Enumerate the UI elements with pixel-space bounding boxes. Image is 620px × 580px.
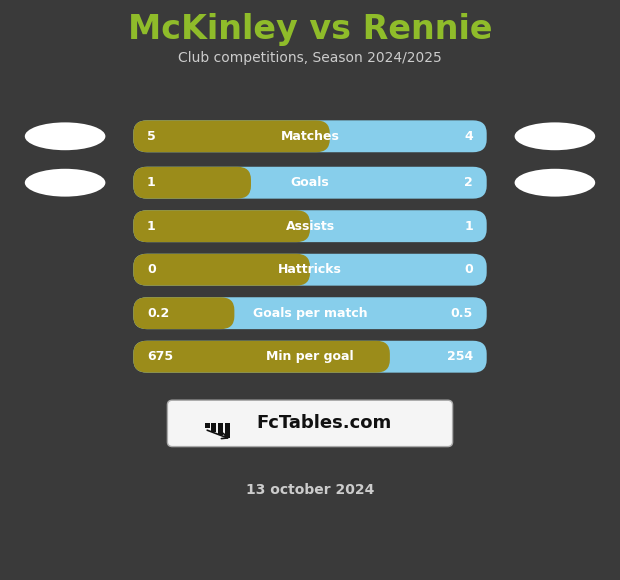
- Text: Assists: Assists: [285, 220, 335, 233]
- FancyBboxPatch shape: [133, 341, 390, 373]
- FancyBboxPatch shape: [225, 423, 230, 438]
- Text: Hattricks: Hattricks: [278, 263, 342, 276]
- FancyBboxPatch shape: [218, 423, 223, 435]
- FancyBboxPatch shape: [133, 120, 330, 152]
- Text: 1: 1: [464, 220, 473, 233]
- FancyBboxPatch shape: [133, 253, 487, 285]
- Text: 13 october 2024: 13 october 2024: [246, 483, 374, 497]
- Text: 254: 254: [447, 350, 473, 363]
- FancyBboxPatch shape: [211, 423, 216, 432]
- Text: 0.5: 0.5: [451, 307, 473, 320]
- FancyBboxPatch shape: [133, 210, 487, 242]
- FancyBboxPatch shape: [133, 210, 310, 242]
- Text: 0: 0: [464, 263, 473, 276]
- Text: 675: 675: [147, 350, 173, 363]
- Text: Goals per match: Goals per match: [253, 307, 367, 320]
- FancyBboxPatch shape: [133, 341, 487, 373]
- Text: 0.2: 0.2: [147, 307, 169, 320]
- FancyBboxPatch shape: [167, 400, 453, 447]
- Text: 2: 2: [464, 176, 473, 189]
- Text: FcTables.com: FcTables.com: [257, 414, 392, 433]
- Text: Min per goal: Min per goal: [266, 350, 354, 363]
- FancyBboxPatch shape: [133, 297, 487, 329]
- FancyBboxPatch shape: [133, 253, 310, 285]
- FancyBboxPatch shape: [133, 166, 251, 198]
- FancyBboxPatch shape: [205, 423, 210, 428]
- Text: McKinley vs Rennie: McKinley vs Rennie: [128, 13, 492, 45]
- Text: 0: 0: [147, 263, 156, 276]
- Text: Goals: Goals: [291, 176, 329, 189]
- FancyBboxPatch shape: [133, 166, 487, 198]
- Ellipse shape: [25, 122, 105, 150]
- Text: Matches: Matches: [281, 130, 339, 143]
- Ellipse shape: [25, 169, 105, 197]
- FancyBboxPatch shape: [133, 120, 487, 152]
- Ellipse shape: [515, 169, 595, 197]
- Text: Club competitions, Season 2024/2025: Club competitions, Season 2024/2025: [178, 51, 442, 65]
- Ellipse shape: [515, 122, 595, 150]
- Text: 5: 5: [147, 130, 156, 143]
- Text: 1: 1: [147, 220, 156, 233]
- Text: 4: 4: [464, 130, 473, 143]
- FancyBboxPatch shape: [133, 297, 234, 329]
- Text: 1: 1: [147, 176, 156, 189]
